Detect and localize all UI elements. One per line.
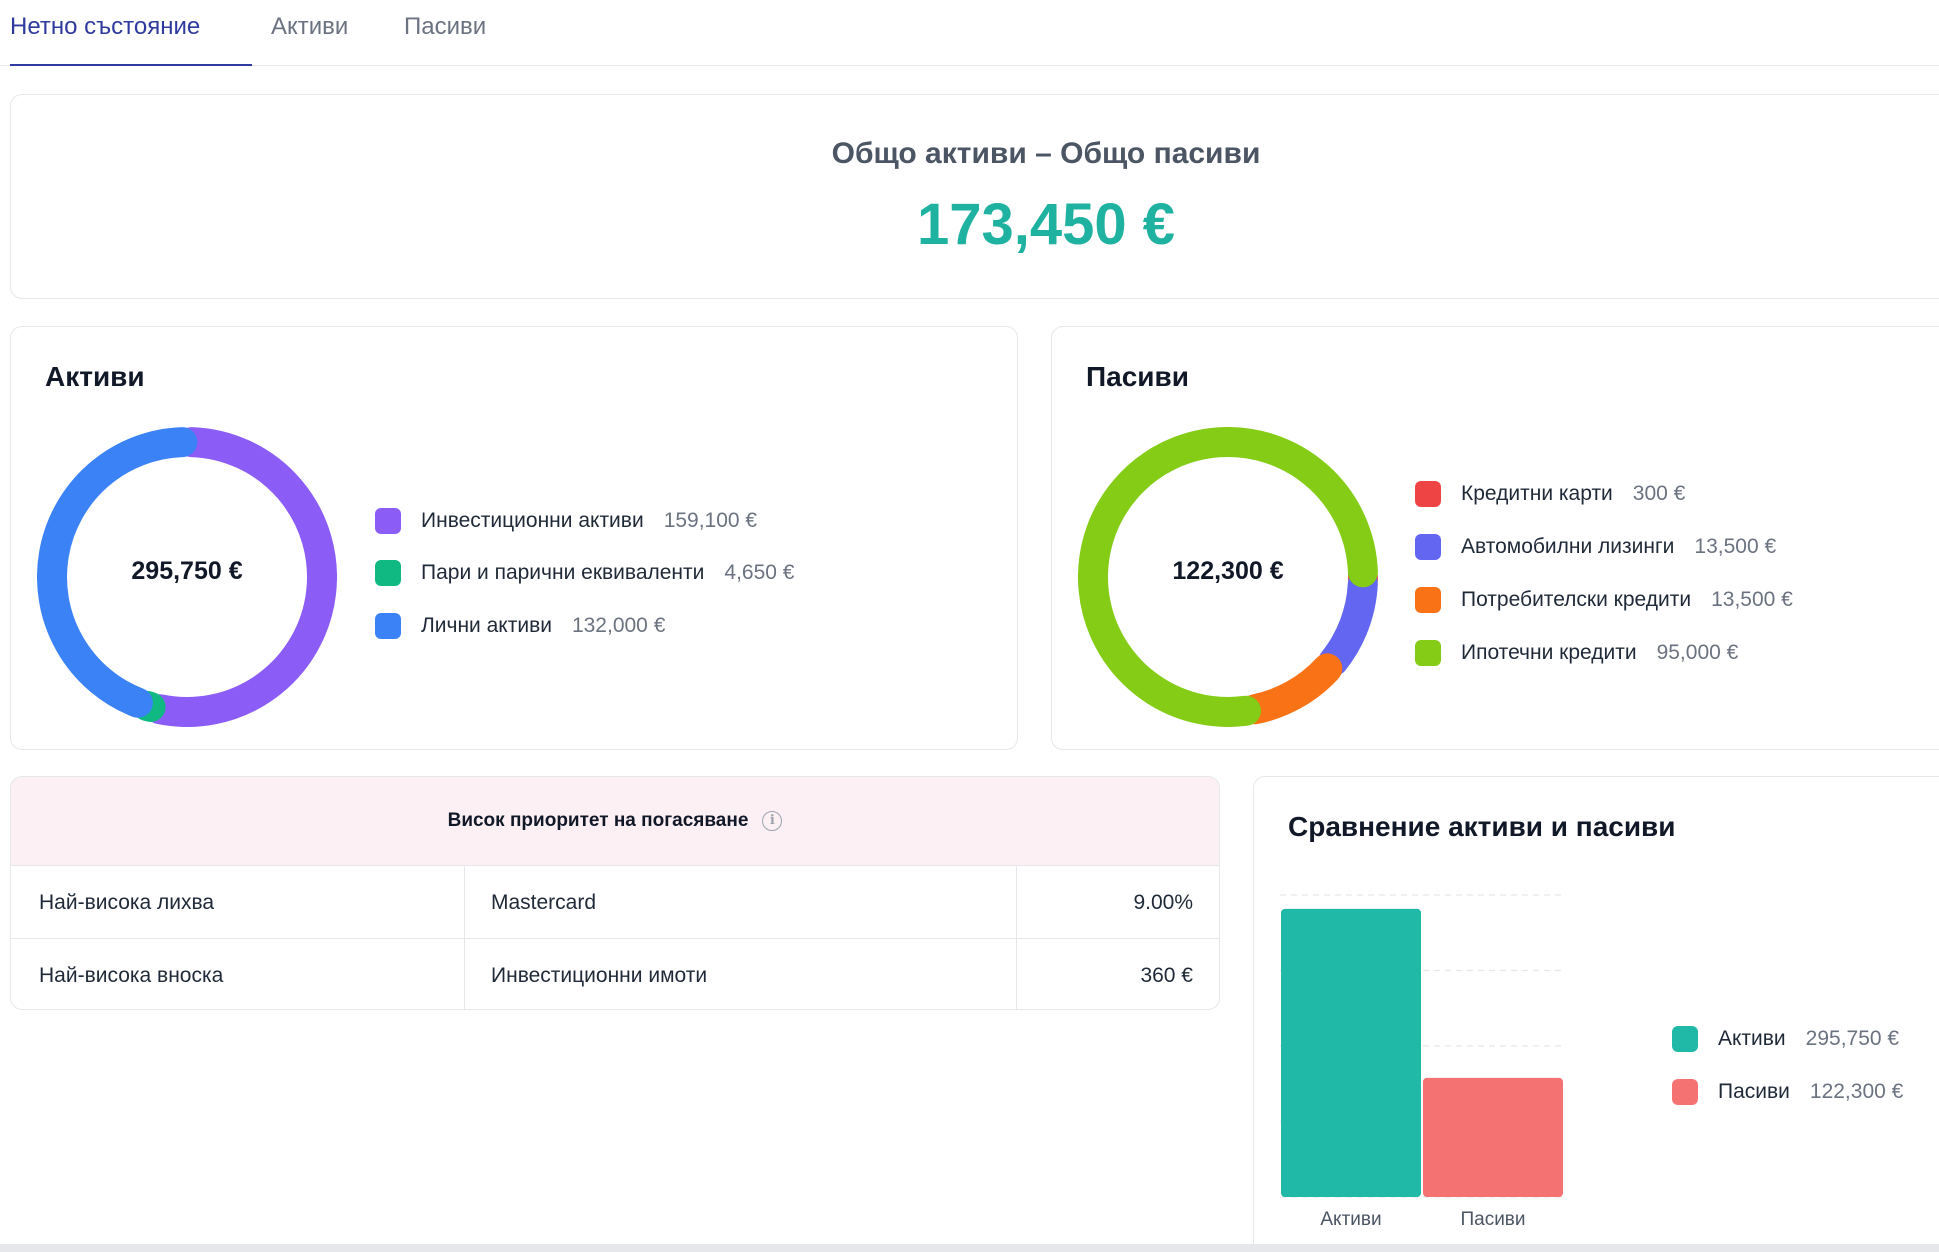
legend-swatch: [1415, 587, 1441, 613]
x-tick-label: Активи: [1320, 1209, 1381, 1230]
column-divider: [464, 865, 465, 1009]
legend-swatch: [1672, 1079, 1698, 1105]
liabilities-legend-item[interactable]: Потребителски кредити 13,500 €: [1415, 585, 1793, 615]
summary-label: Общо активи – Общо пасиви: [831, 137, 1261, 170]
priority-header: Висок приоритет на погасяване i: [11, 777, 1219, 865]
bar-assets[interactable]: [1281, 908, 1421, 1197]
assets-total: 295,750 €: [131, 557, 243, 585]
legend-label: Лични активи: [421, 614, 552, 637]
legend-label: Инвестиционни активи: [421, 509, 644, 532]
legend-label: Ипотечни кредити: [1461, 641, 1637, 664]
comparison-card: Сравнение активи и пасиви Активи Пасиви А…: [1253, 776, 1939, 1252]
liabilities-card: Пасиви 122,300 € Кредитни карти 300 € Ав…: [1051, 326, 1939, 750]
legend-value: 300 €: [1632, 482, 1686, 505]
row-label: Най-висока вноска: [39, 964, 224, 987]
legend-swatch: [375, 613, 401, 639]
legend-value: 13,500 €: [1694, 535, 1777, 558]
legend-label: Активи: [1718, 1027, 1786, 1050]
legend-value: 132,000 €: [571, 614, 666, 637]
net-worth-summary-card: Общо активи – Общо пасиви 173,450 €: [10, 94, 1939, 299]
legend-value: 4,650 €: [724, 561, 795, 584]
assets-legend-item[interactable]: Лични активи 132,000 €: [375, 611, 665, 641]
table-row: Най-висока вноска Инвестиционни имоти 36…: [11, 938, 1219, 1009]
assets-legend-item[interactable]: Инвестиционни активи 159,100 €: [375, 506, 757, 536]
summary-value: 173,450 €: [916, 192, 1176, 257]
assets-card: Активи 295,750 € Инвестиционни активи 15…: [10, 326, 1018, 750]
legend-swatch: [1415, 640, 1441, 666]
comparison-bar-chart: Активи Пасиви: [1280, 894, 1564, 1230]
row-name: Mastercard: [491, 891, 597, 914]
legend-value: 95,000 €: [1656, 641, 1739, 664]
liabilities-title: Пасиви: [1086, 361, 1189, 392]
legend-swatch: [375, 508, 401, 534]
comparison-title: Сравнение активи и пасиви: [1288, 811, 1676, 842]
comparison-legend-item[interactable]: Пасиви 122,300 €: [1672, 1077, 1903, 1107]
legend-label: Пари и парични еквиваленти: [421, 561, 705, 584]
legend-value: 122,300 €: [1809, 1080, 1904, 1103]
tab-net-worth[interactable]: Нетно състояние: [10, 0, 252, 66]
tab-assets[interactable]: Активи: [271, 13, 349, 40]
info-icon[interactable]: i: [762, 811, 783, 831]
tab-bar: Нетно състояние Активи Пасиви: [0, 0, 1939, 66]
repayment-priority-card: Висок приоритет на погасяване i Най-висо…: [10, 776, 1220, 1010]
legend-label: Пасиви: [1718, 1080, 1790, 1103]
tab-liabilities[interactable]: Пасиви: [404, 13, 487, 40]
liabilities-donut-slice[interactable]: [1240, 653, 1343, 725]
row-value: 9.00%: [1133, 891, 1193, 914]
legend-label: Кредитни карти: [1461, 482, 1613, 505]
assets-legend-item[interactable]: Пари и парични еквиваленти 4,650 €: [375, 558, 794, 588]
comparison-legend-item[interactable]: Активи 295,750 €: [1672, 1024, 1899, 1054]
row-name: Инвестиционни имоти: [491, 964, 708, 987]
liabilities-donut-slice[interactable]: [1318, 568, 1378, 677]
legend-label: Автомобилни лизинги: [1461, 535, 1675, 558]
horizontal-scrollbar[interactable]: [0, 1244, 1939, 1252]
legend-swatch: [375, 560, 401, 586]
priority-title: Висок приоритет на погасяване: [447, 810, 749, 831]
x-tick-label: Пасиви: [1460, 1209, 1525, 1230]
assets-title: Активи: [45, 361, 145, 392]
assets-donut-slice[interactable]: [144, 427, 337, 727]
table-row: Най-висока лихва Mastercard 9.00%: [11, 865, 1219, 938]
legend-value: 159,100 €: [663, 509, 758, 532]
liabilities-total: 122,300 €: [1172, 557, 1284, 585]
legend-swatch: [1672, 1026, 1698, 1052]
legend-swatch: [1415, 534, 1441, 560]
legend-value: 295,750 €: [1805, 1027, 1900, 1050]
bar-liabilities[interactable]: [1423, 1077, 1563, 1197]
assets-donut-chart: [37, 427, 337, 727]
liabilities-legend-item[interactable]: Кредитни карти 300 €: [1415, 479, 1685, 509]
legend-swatch: [1415, 481, 1441, 507]
liabilities-donut-slice[interactable]: [1078, 427, 1378, 727]
row-label: Най-висока лихва: [39, 891, 215, 914]
legend-value: 13,500 €: [1711, 588, 1793, 611]
liabilities-donut-chart: [1078, 427, 1378, 727]
liabilities-legend-item[interactable]: Автомобилни лизинги 13,500 €: [1415, 532, 1776, 562]
column-divider: [1016, 865, 1017, 1009]
row-value: 360 €: [1140, 964, 1193, 987]
legend-label: Потребителски кредити: [1461, 588, 1692, 611]
liabilities-legend-item[interactable]: Ипотечни кредити 95,000 €: [1415, 638, 1738, 668]
assets-donut-slice[interactable]: [37, 427, 198, 718]
